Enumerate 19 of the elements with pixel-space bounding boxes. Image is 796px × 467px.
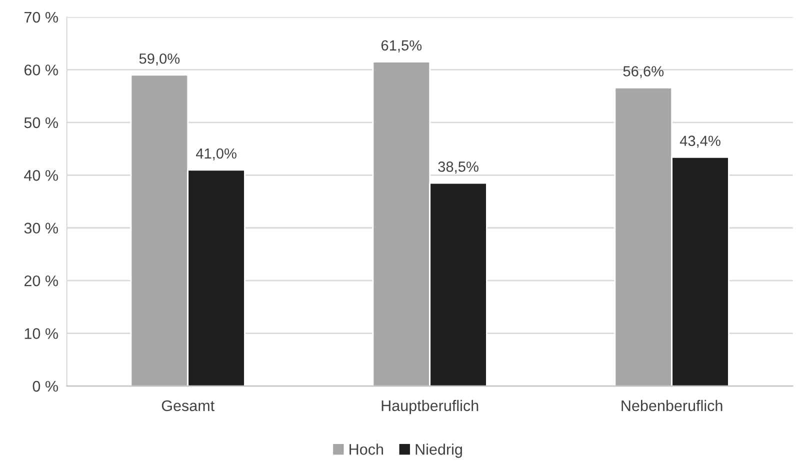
y-tick-label: 20 %: [24, 275, 58, 286]
legend-label: Hoch: [350, 444, 384, 455]
data-label: 61,5%: [381, 40, 422, 52]
y-tick-label: 30 %: [24, 222, 58, 234]
data-label: 59,0%: [139, 53, 180, 66]
data-label: 38,5%: [438, 162, 478, 174]
y-tick-label: 70 %: [24, 12, 58, 23]
x-tick-label: Hauptberuflich: [382, 400, 478, 414]
x-tick-label: Gesamt: [162, 400, 214, 412]
data-label: 43,4%: [680, 136, 720, 148]
y-tick-label: 40 %: [24, 170, 58, 181]
y-tick-label: 50 %: [24, 117, 58, 128]
y-tick-label: 0 %: [32, 380, 58, 392]
data-label: 56,6%: [623, 66, 664, 78]
y-tick-label: 60 %: [24, 64, 58, 76]
x-tick-label: Nebenberuflich: [622, 400, 722, 412]
legend-label: Niedrig: [416, 444, 462, 458]
y-tick-label: 10 %: [24, 328, 58, 339]
data-label: 41,0%: [196, 148, 236, 160]
